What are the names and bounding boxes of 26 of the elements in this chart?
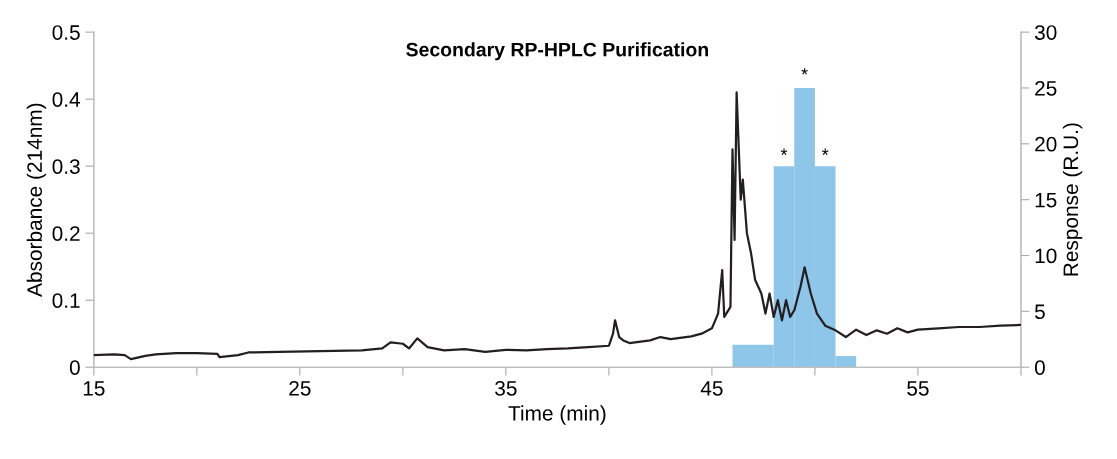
y2-tick-label: 30 bbox=[1034, 25, 1057, 40]
annotation: * bbox=[780, 148, 788, 155]
chart-title: Secondary RP-HPLC Purification bbox=[406, 42, 708, 61]
x-axis-title: Time (min) bbox=[508, 405, 606, 425]
y2-tick-label: 10 bbox=[1035, 248, 1057, 264]
y2-tick-label: 5 bbox=[1034, 304, 1045, 320]
x-tick-label: 25 bbox=[289, 380, 311, 396]
annotation: * bbox=[801, 68, 808, 75]
y-tick-label: 0.2 bbox=[52, 226, 80, 241]
x-tick-label: 35 bbox=[495, 380, 517, 396]
x-tick-label: 45 bbox=[700, 381, 723, 396]
y2-tick-label: 0 bbox=[1034, 360, 1045, 375]
y-tick-label: 0.1 bbox=[52, 293, 80, 308]
y-tick-label: 0.4 bbox=[52, 92, 81, 107]
y2-axis-title: Response (R.U.) bbox=[1062, 123, 1083, 276]
y2-tick-label: 20 bbox=[1035, 136, 1057, 152]
x-tick-label: 15 bbox=[83, 381, 105, 396]
y2-tick-label: 25 bbox=[1035, 80, 1057, 96]
line-series bbox=[93, 91, 1021, 361]
y2-tick-label: 15 bbox=[1035, 192, 1057, 208]
y-axis-title: Absorbance (214nm) bbox=[26, 103, 47, 297]
annotation: * bbox=[821, 148, 829, 155]
y-tick-label: 0.3 bbox=[52, 159, 80, 174]
y-tick-label: 0 bbox=[69, 360, 80, 375]
y-tick-label: 0.5 bbox=[52, 25, 80, 40]
x-tick-label: 55 bbox=[907, 381, 929, 396]
